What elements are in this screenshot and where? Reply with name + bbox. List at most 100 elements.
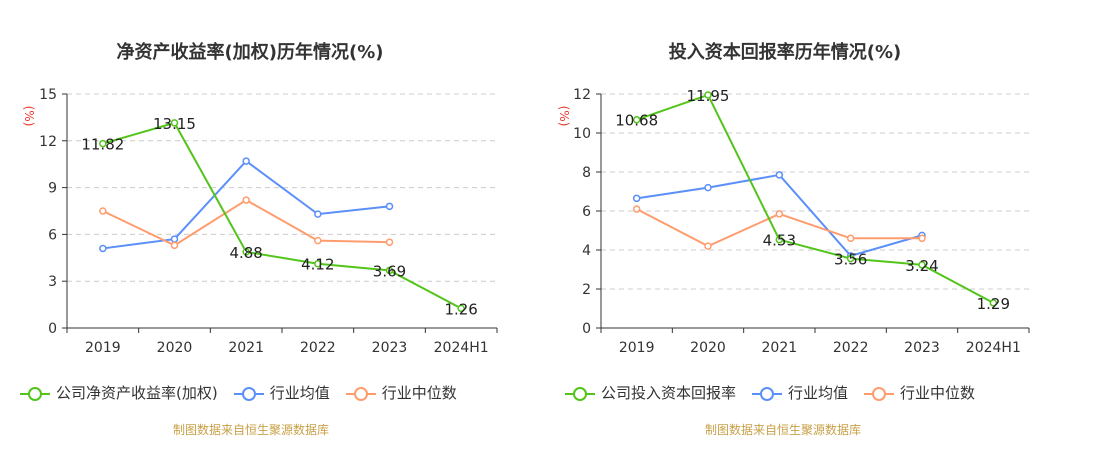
data-point-company <box>242 248 250 256</box>
data-point-industry_avg <box>170 235 179 243</box>
data-point-company <box>918 261 926 269</box>
data-point-industry_avg <box>385 202 394 211</box>
legend-swatch-industry-median <box>345 386 376 401</box>
chart-title: 投入资本回报率历年情况(%) <box>668 42 902 63</box>
data-point-company <box>457 304 465 313</box>
data-label: 4.12 <box>301 256 334 274</box>
data-point-company <box>385 266 394 275</box>
y-axis-unit-label: (%) <box>22 106 36 127</box>
series-line-company <box>636 93 994 304</box>
x-tick-label: 2022 <box>833 340 869 356</box>
data-point-company <box>632 115 641 124</box>
legend-label: 行业均值 <box>269 384 330 402</box>
data-point-company <box>99 139 107 148</box>
y-tick-label: 15 <box>39 87 57 103</box>
data-point-company <box>170 119 179 127</box>
legend-swatch-industry-avg <box>752 386 783 401</box>
legend-item-company[interactable]: 公司净资产收益率(加权) <box>20 382 218 403</box>
y-tick-label: 2 <box>582 282 591 298</box>
data-point-industry_median <box>385 238 394 246</box>
data-point-industry_median <box>918 234 926 243</box>
data-point-industry_avg <box>632 194 641 203</box>
data-label: 3.56 <box>834 251 867 269</box>
legend-item-company[interactable]: 公司投入资本回报率 <box>565 382 736 403</box>
roe-chart-plot: 0 3 6 9 12 15 2019 2020 2021 2022 2023 2024H1 (%) 11.… <box>22 87 498 356</box>
x-tick-label: 2024H1 <box>434 340 489 356</box>
data-point-industry_avg <box>775 171 784 179</box>
y-tick-label: 6 <box>48 227 57 243</box>
x-tick-label: 2021 <box>762 340 798 356</box>
data-point-company <box>846 254 855 263</box>
data-point-company <box>775 235 784 244</box>
y-tick-label: 12 <box>573 87 591 103</box>
legend-label: 公司净资产收益率(加权) <box>56 384 218 402</box>
legend-swatch-industry-median <box>864 386 895 401</box>
x-tick-label: 2019 <box>619 340 655 356</box>
y-tick-label: 8 <box>582 165 591 181</box>
y-tick-label: 0 <box>582 321 591 337</box>
y-tick-label: 3 <box>48 274 57 290</box>
series-line-industry_avg <box>102 159 390 250</box>
data-point-industry_avg <box>704 183 712 192</box>
legend-swatch-company <box>20 386 50 401</box>
data-source-note: 制图数据来自恒生聚源数据库 <box>705 423 862 437</box>
legend-item-industry-avg[interactable]: 行业均值 <box>233 382 330 403</box>
legend-swatch-company <box>565 386 595 401</box>
legend-label: 公司投入资本回报率 <box>601 384 737 402</box>
x-tick-label: 2020 <box>690 340 726 356</box>
data-label: 3.69 <box>373 262 406 280</box>
x-tick-label: 2020 <box>157 340 193 356</box>
legend-label: 行业均值 <box>788 384 849 402</box>
legend-item-industry-median[interactable]: 行业中位数 <box>864 382 975 403</box>
data-point-industry_avg <box>242 157 250 165</box>
chart-title: 净资产收益率(加权)历年情况(%) <box>116 42 384 63</box>
x-tick-label: 2021 <box>228 340 264 356</box>
data-label: 4.88 <box>229 244 262 262</box>
legend-label: 行业中位数 <box>381 384 457 402</box>
data-label: 3.24 <box>905 257 938 275</box>
data-point-industry_avg <box>99 244 107 253</box>
data-point-company <box>989 299 998 307</box>
series-line-industry_median <box>102 198 390 247</box>
roic-chart-plot: 0 2 4 6 8 10 12 2019 2020 2021 2022 2023 2024H1 (%) 10… <box>557 87 1030 356</box>
chart-legend: 公司净资产收益率(加权) 行业均值 行业中位数 <box>20 382 473 403</box>
data-source-note: 制图数据来自恒生聚源数据库 <box>173 423 330 437</box>
data-point-company <box>704 91 712 99</box>
data-point-company <box>314 259 322 268</box>
data-point-industry_median <box>99 207 107 215</box>
data-point-industry_median <box>846 234 855 243</box>
data-point-industry_median <box>242 196 250 204</box>
roe-chart-panel: 净资产收益率(加权)历年情况(%) 0 3 6 9 12 15 2019 2020 2021 20… <box>0 0 540 449</box>
x-tick-label: 2023 <box>904 340 940 356</box>
data-point-industry_median <box>314 236 322 245</box>
x-tick-label: 2023 <box>372 340 408 356</box>
legend-label: 行业中位数 <box>900 384 976 402</box>
data-label: 11.95 <box>687 87 730 105</box>
legend-item-industry-median[interactable]: 行业中位数 <box>345 382 457 403</box>
data-label: 10.68 <box>615 112 658 130</box>
data-label: 4.53 <box>763 232 796 250</box>
y-tick-label: 10 <box>573 126 591 142</box>
data-point-industry_median <box>704 242 712 250</box>
y-tick-label: 12 <box>39 134 57 150</box>
y-tick-label: 4 <box>582 243 591 259</box>
series-line-company <box>102 121 462 310</box>
x-tick-label: 2019 <box>85 340 121 356</box>
data-label: 11.82 <box>81 136 124 154</box>
legend-item-industry-avg[interactable]: 行业均值 <box>752 382 848 403</box>
data-point-industry_median <box>632 205 641 213</box>
roic-chart-panel: 投入资本回报率历年情况(%) 0 2 4 6 8 10 12 2019 2020 2021 2022… <box>535 0 1075 449</box>
data-point-industry_median <box>775 210 784 218</box>
chart-legend: 公司投入资本回报率 行业均值 行业中位数 <box>565 382 991 403</box>
data-label: 13.15 <box>153 115 196 133</box>
y-tick-label: 6 <box>582 204 591 220</box>
legend-swatch-industry-avg <box>233 386 264 401</box>
data-point-industry_median <box>170 241 179 250</box>
x-tick-label: 2024H1 <box>966 340 1021 356</box>
y-axis-unit-label: (%) <box>557 106 571 127</box>
y-tick-label: 0 <box>48 321 57 337</box>
y-tick-label: 9 <box>48 181 57 197</box>
data-label: 1.26 <box>444 300 477 318</box>
data-point-industry_avg <box>314 210 322 218</box>
data-label: 1.29 <box>977 295 1010 313</box>
